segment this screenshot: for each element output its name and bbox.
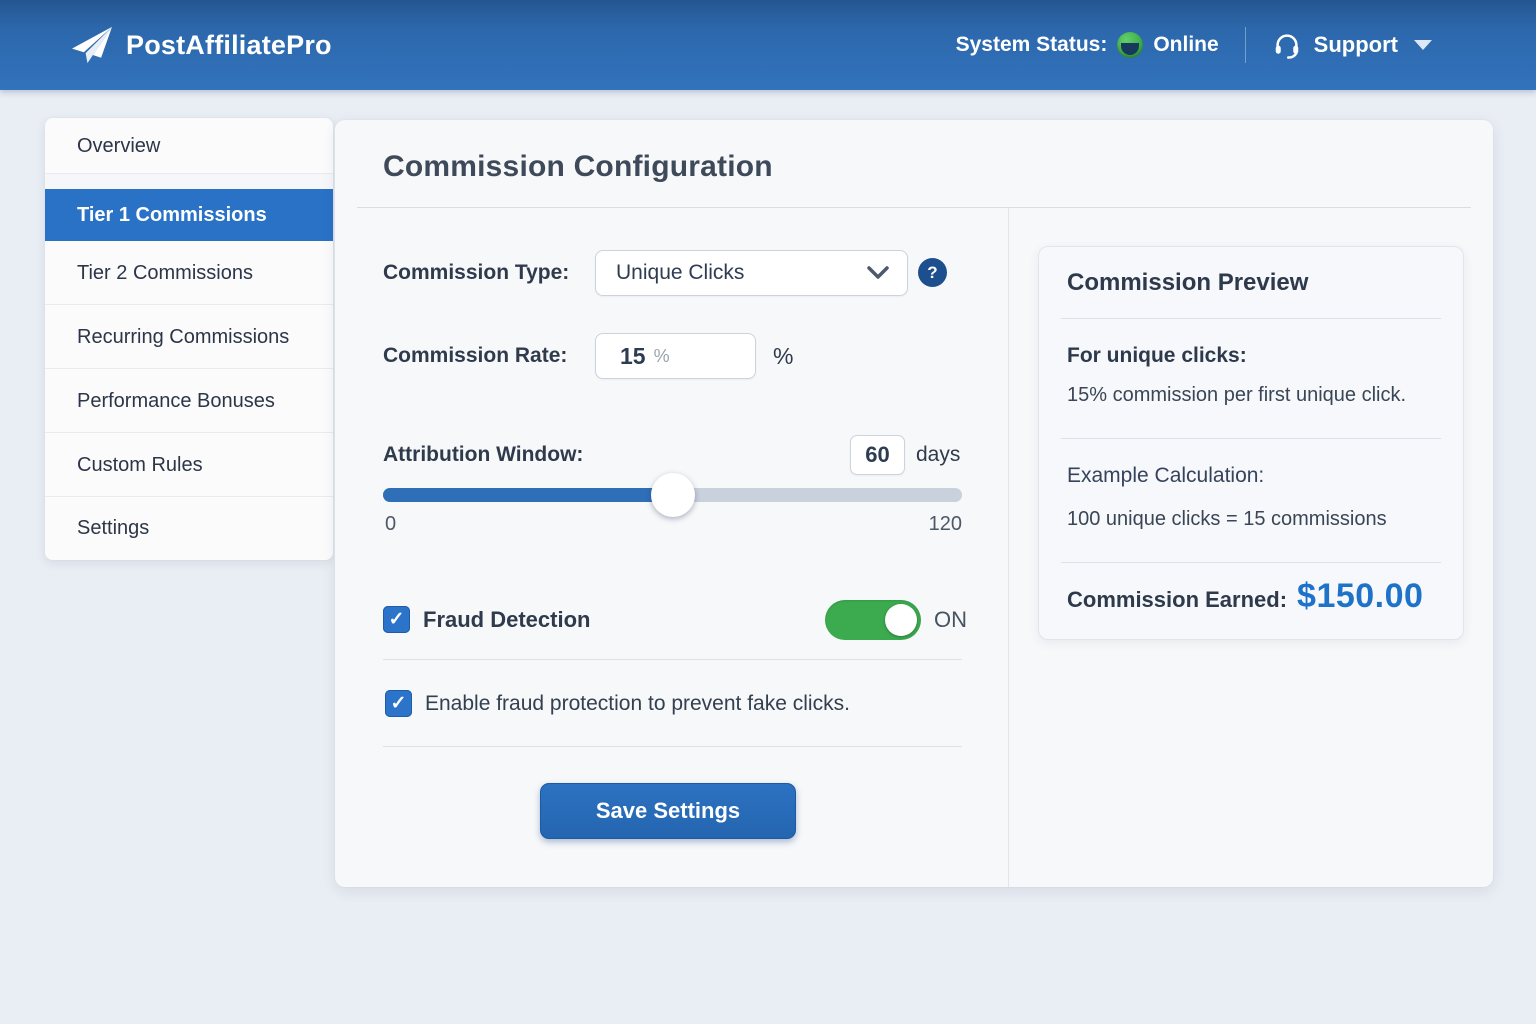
fraud-detection-label: Fraud Detection	[423, 607, 591, 632]
preview-divider	[1061, 318, 1441, 319]
commission-preview-card: Commission Preview For unique clicks: 15…	[1038, 246, 1464, 640]
headset-icon	[1275, 34, 1298, 59]
header-right: System Status: Online Support	[956, 27, 1432, 63]
commission-earned-row: Commission Earned: $150.00	[1067, 577, 1439, 616]
system-status: System Status: Online	[956, 32, 1219, 58]
toggle-knob	[885, 604, 917, 636]
commission-type-value: Unique Clicks	[616, 261, 745, 284]
attribution-window-slider-fill	[383, 488, 673, 502]
commission-earned-label: Commission Earned:	[1067, 587, 1288, 612]
sidebar-item-settings[interactable]: Settings	[45, 497, 333, 560]
attribution-window-slider-handle[interactable]	[650, 473, 695, 517]
support-menu[interactable]: Support	[1272, 30, 1432, 60]
fraud-detection-checkbox[interactable]: ✓	[383, 606, 410, 633]
commission-rate-percent-sign: %	[773, 343, 794, 369]
commission-form: Commission Type: Unique Clicks ? Commiss…	[383, 207, 967, 887]
preview-divider	[1061, 438, 1441, 439]
help-icon[interactable]: ?	[918, 258, 947, 287]
preview-title: Commission Preview	[1067, 269, 1309, 296]
header-divider	[1244, 27, 1246, 63]
commission-rate-input[interactable]: 15 %	[595, 333, 756, 379]
sidebar-item-overview[interactable]: Overview	[45, 118, 333, 174]
commission-earned-value: $150.00	[1297, 577, 1424, 615]
chevron-down-icon	[867, 266, 889, 279]
fraud-note-row: ✓ Enable fraud protection to prevent fak…	[385, 690, 962, 718]
sidebar-item-custom-rules[interactable]: Custom Rules	[45, 433, 333, 497]
page-title: Commission Configuration	[383, 150, 773, 183]
sidebar: Overview Tier 1 Commissions Tier 2 Commi…	[45, 118, 333, 560]
sidebar-spacer	[45, 174, 333, 189]
title-divider	[357, 207, 1471, 208]
commission-type-select[interactable]: Unique Clicks	[595, 250, 908, 296]
system-status-label: System Status:	[955, 33, 1108, 56]
attribution-window-unit: days	[916, 443, 961, 466]
section-divider	[383, 659, 962, 660]
fraud-note-text: Enable fraud protection to prevent fake …	[425, 692, 850, 715]
caret-down-icon	[1414, 40, 1432, 50]
fraud-detection-row: ✓ Fraud Detection ON	[383, 600, 967, 640]
support-label: Support	[1313, 32, 1398, 57]
preview-unique-clicks-heading: For unique clicks:	[1067, 344, 1247, 367]
app-header: PostAffiliatePro System Status: Online S…	[0, 0, 1536, 90]
status-online-icon	[1117, 32, 1144, 58]
fraud-detection-toggle-state: ON	[934, 607, 967, 632]
commission-rate-label: Commission Rate:	[383, 344, 568, 367]
system-status-value: Online	[1153, 33, 1219, 56]
slider-max-label: 120	[928, 513, 962, 535]
fraud-note-checkbox[interactable]: ✓	[385, 690, 412, 717]
brand[interactable]: PostAffiliatePro	[70, 25, 332, 65]
paper-plane-logo-icon	[72, 26, 112, 64]
attribution-window-label: Attribution Window:	[383, 443, 584, 466]
sidebar-item-performance-bonuses[interactable]: Performance Bonuses	[45, 369, 333, 433]
preview-example-heading: Example Calculation:	[1067, 464, 1265, 487]
slider-min-label: 0	[385, 513, 397, 535]
section-divider	[383, 746, 962, 747]
commission-configuration-panel: Commission Configuration Commission Type…	[335, 120, 1493, 887]
attribution-window-input[interactable]: 60	[850, 435, 905, 475]
sidebar-item-tier-2-commissions[interactable]: Tier 2 Commissions	[45, 241, 333, 305]
column-divider	[1008, 208, 1009, 887]
commission-type-label: Commission Type:	[383, 261, 570, 284]
save-settings-button[interactable]: Save Settings	[540, 783, 796, 839]
sidebar-item-tier-1-commissions[interactable]: Tier 1 Commissions	[45, 189, 333, 241]
brand-name: PostAffiliatePro	[126, 29, 332, 60]
preview-divider	[1061, 562, 1441, 563]
sidebar-item-recurring-commissions[interactable]: Recurring Commissions	[45, 305, 333, 369]
preview-example-detail: 100 unique clicks = 15 commissions	[1067, 508, 1387, 530]
preview-unique-clicks-detail: 15% commission per first unique click.	[1067, 384, 1407, 406]
fraud-detection-toggle[interactable]	[825, 600, 921, 640]
commission-rate-value: 15	[620, 342, 646, 369]
commission-rate-inner-suffix: %	[653, 345, 670, 366]
